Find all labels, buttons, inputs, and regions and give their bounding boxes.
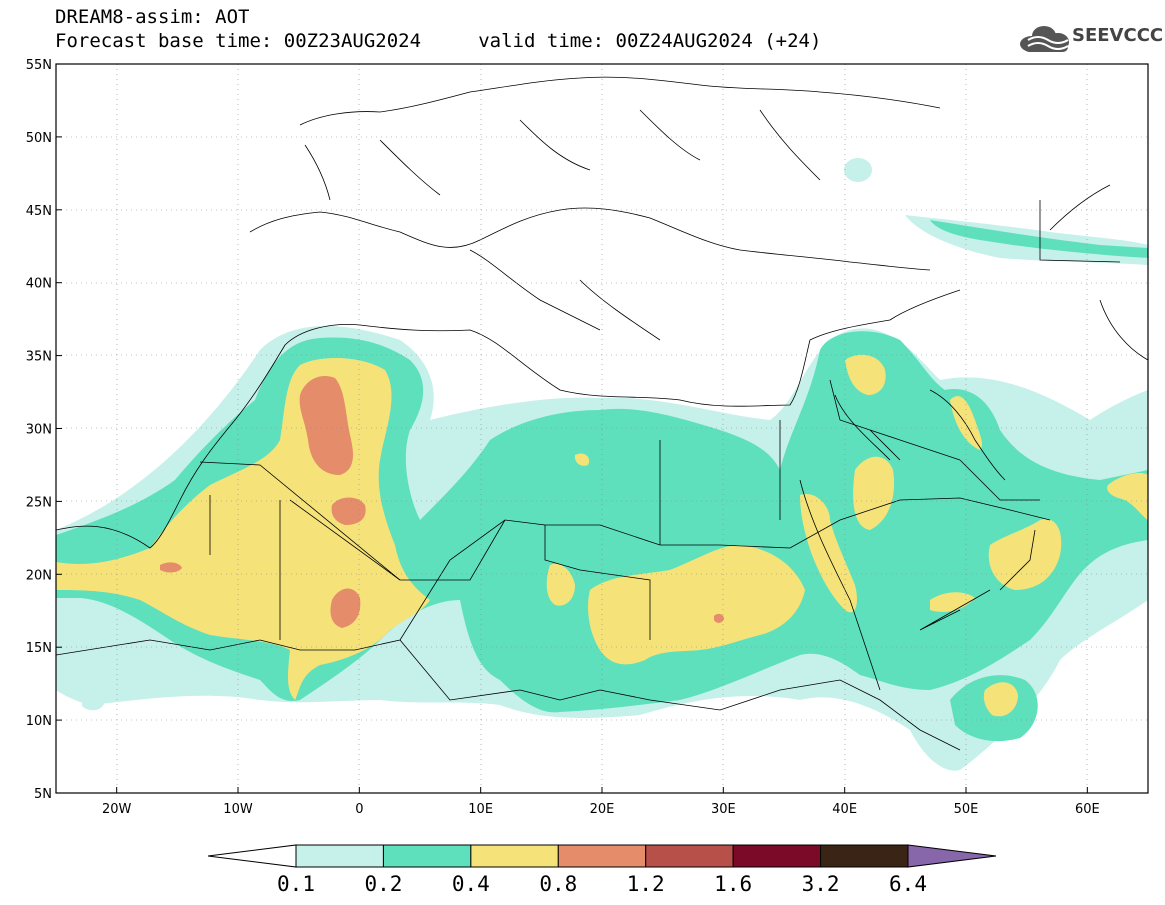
- lon-tick-label: 0: [355, 802, 363, 817]
- lat-tick-label: 5N: [34, 787, 52, 802]
- colorbar-label: 6.4: [889, 872, 927, 896]
- colorbar-segment: [470, 844, 559, 868]
- lat-tick-label: 20N: [26, 568, 52, 583]
- aot-field: [56, 158, 1148, 771]
- lat-tick-label: 40N: [26, 277, 52, 292]
- latitude-axis: 55N 50N 45N 40N 35N 30N 25N 20N 15N 10N 5N: [26, 58, 62, 802]
- lat-tick-label: 55N: [26, 58, 52, 73]
- lat-tick-label: 10N: [26, 714, 52, 729]
- lon-tick-label: 30E: [711, 802, 736, 817]
- colorbar-label: 3.2: [802, 872, 840, 896]
- colorbar-high-extension: [907, 844, 997, 868]
- lon-tick-label: 10E: [468, 802, 493, 817]
- colorbar-segment: [382, 844, 472, 868]
- lat-tick-label: 30N: [26, 423, 52, 438]
- colorbar-label: 0.1: [277, 872, 315, 896]
- colorbar-label: 0.4: [452, 872, 490, 896]
- aot-colorbar-legend: 0.1 0.2 0.4 0.8 1.2 1.6 3.2 6.4: [207, 844, 997, 896]
- lat-tick-label: 15N: [26, 641, 52, 656]
- lon-tick-label: 40E: [832, 802, 857, 817]
- lat-tick-label: 50N: [26, 131, 52, 146]
- colorbar-label: 0.2: [364, 872, 402, 896]
- lon-tick-label: 50E: [954, 802, 979, 817]
- map-title: DREAM8-assim: AOT: [55, 6, 250, 28]
- colorbar-segment: [820, 844, 909, 868]
- gridlines: [56, 64, 1148, 793]
- colorbar-segment: [732, 844, 822, 868]
- colorbar-label: 1.6: [714, 872, 752, 896]
- lat-tick-label: 45N: [26, 204, 52, 219]
- lon-tick-label: 10W: [223, 802, 253, 817]
- lat-tick-label: 25N: [26, 495, 52, 510]
- colorbar-segment: [557, 844, 647, 868]
- colorbar-low-extension: [207, 844, 297, 868]
- colorbar-label: 0.8: [539, 872, 577, 896]
- lon-tick-label: 20E: [590, 802, 615, 817]
- forecast-time-subtitle: Forecast base time: 00Z23AUG2024 valid t…: [55, 30, 822, 52]
- longitude-axis: 20W 10W 0 10E 20E 30E 40E 50E 60E: [102, 787, 1100, 817]
- lat-tick-label: 35N: [26, 350, 52, 365]
- colorbar-segment: [645, 844, 734, 868]
- country-borders: [56, 76, 1148, 751]
- lon-tick-label: 20W: [102, 802, 132, 817]
- lon-tick-label: 60E: [1075, 802, 1100, 817]
- seevccc-logo: [1020, 26, 1069, 52]
- colorbar-segment: [295, 844, 384, 868]
- colorbar-label: 1.2: [627, 872, 665, 896]
- logo-text: SEEVCCC: [1072, 25, 1164, 46]
- aot-level-0.8: [160, 375, 724, 628]
